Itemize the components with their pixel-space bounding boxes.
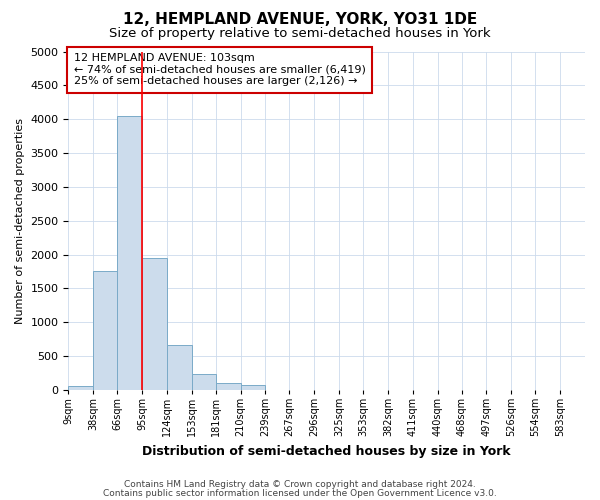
Bar (142, 258, 167, 390)
Text: Contains public sector information licensed under the Open Government Licence v3: Contains public sector information licen… (103, 489, 497, 498)
Y-axis label: Number of semi-detached properties: Number of semi-detached properties (15, 118, 25, 324)
Bar (192, 374, 216, 390)
Text: Size of property relative to semi-detached houses in York: Size of property relative to semi-detach… (109, 28, 491, 40)
Text: Contains HM Land Registry data © Crown copyright and database right 2024.: Contains HM Land Registry data © Crown c… (124, 480, 476, 489)
Bar (241, 385, 265, 390)
Bar (216, 383, 241, 390)
Text: 12, HEMPLAND AVENUE, YORK, YO31 1DE: 12, HEMPLAND AVENUE, YORK, YO31 1DE (123, 12, 477, 28)
X-axis label: Distribution of semi-detached houses by size in York: Distribution of semi-detached houses by … (142, 444, 511, 458)
Bar (93, 272, 117, 390)
Text: 12 HEMPLAND AVENUE: 103sqm
← 74% of semi-detached houses are smaller (6,419)
25%: 12 HEMPLAND AVENUE: 103sqm ← 74% of semi… (74, 53, 365, 86)
Bar (68, 386, 93, 390)
Bar (167, 345, 192, 390)
Bar (117, 116, 142, 390)
